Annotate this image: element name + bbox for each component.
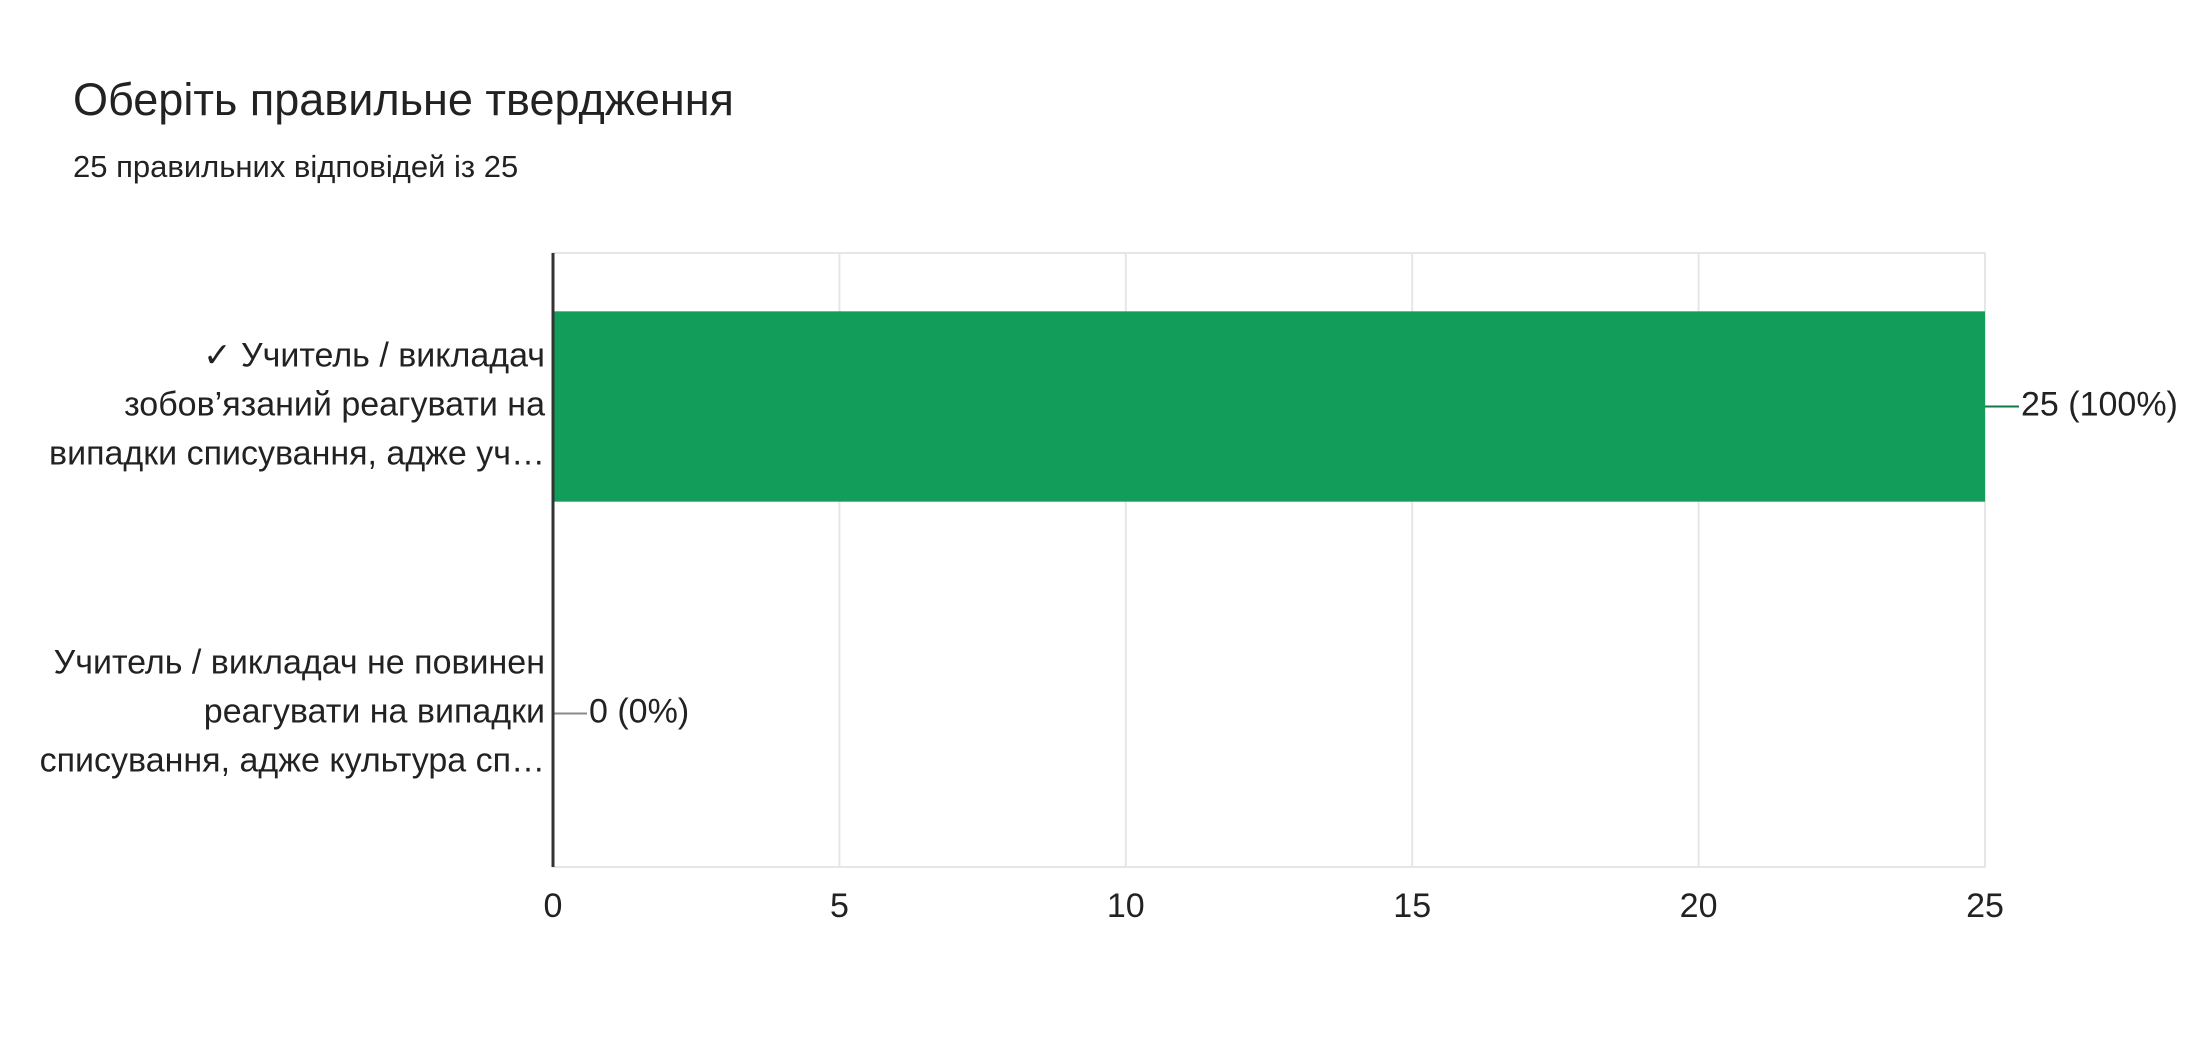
chart-title: Оберіть правильне твердження (73, 74, 734, 125)
chart-subtitle: 25 правильних відповідей із 25 (73, 149, 518, 184)
x-tick-label: 20 (1680, 887, 1718, 925)
y-tick-label: зобов’язаний реагувати на (124, 385, 545, 423)
x-tick-label: 0 (544, 887, 563, 925)
y-tick-label: списування, адже культура сп… (40, 741, 545, 779)
x-tick-label: 5 (830, 887, 849, 925)
value-label: 25 (100%) (2021, 385, 2178, 423)
x-tick-label: 10 (1107, 887, 1145, 925)
y-tick-label: ✓ Учитель / викладач (203, 336, 545, 374)
y-tick-label: реагувати на випадки (204, 692, 545, 730)
x-tick-label: 25 (1966, 887, 2004, 925)
x-tick-label: 15 (1393, 887, 1431, 925)
value-label: 0 (0%) (589, 692, 689, 730)
y-tick-label: Учитель / викладач не повинен (54, 643, 545, 681)
bar (553, 311, 1985, 502)
y-tick-label: випадки списування, адже уч… (49, 434, 545, 472)
